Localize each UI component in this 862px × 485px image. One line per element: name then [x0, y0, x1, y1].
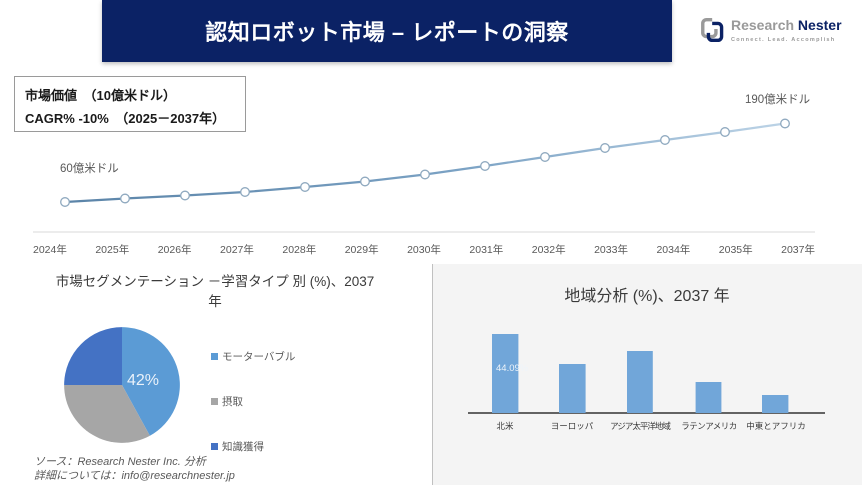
svg-text:44.09%: 44.09%: [496, 363, 529, 374]
